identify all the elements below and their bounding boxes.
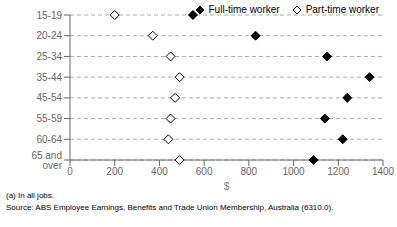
svg-text:$: $ [224,181,230,190]
svg-text:0: 0 [67,166,73,177]
svg-text:45-54: 45-54 [36,92,62,103]
svg-text:60-64: 60-64 [36,134,62,145]
svg-text:55-59: 55-59 [36,113,62,124]
svg-text:15-19: 15-19 [36,10,62,21]
html-text:Part-time worker: Part-time worker [305,4,379,15]
html-text:Full-time worker: Full-time worker [208,4,280,15]
svg-text:35-44: 35-44 [36,72,62,83]
svg-text:600: 600 [196,166,213,177]
svg-text:1400: 1400 [372,166,389,177]
svg-text:25-34: 25-34 [36,51,62,62]
html-text:(a) In all jobs.: (a) In all jobs. [6,191,54,200]
svg-text:1200: 1200 [327,166,350,177]
svg-text:20-24: 20-24 [36,30,62,41]
svg-text:200: 200 [106,166,123,177]
svg-text:65 andover: 65 andover [31,150,62,171]
svg-text:800: 800 [241,166,258,177]
html-text:Source: ABS Employee Earnings,: Source: ABS Employee Earnings, Benefits … [6,203,334,212]
svg-text:400: 400 [151,166,168,177]
svg-text:1000: 1000 [282,166,305,177]
